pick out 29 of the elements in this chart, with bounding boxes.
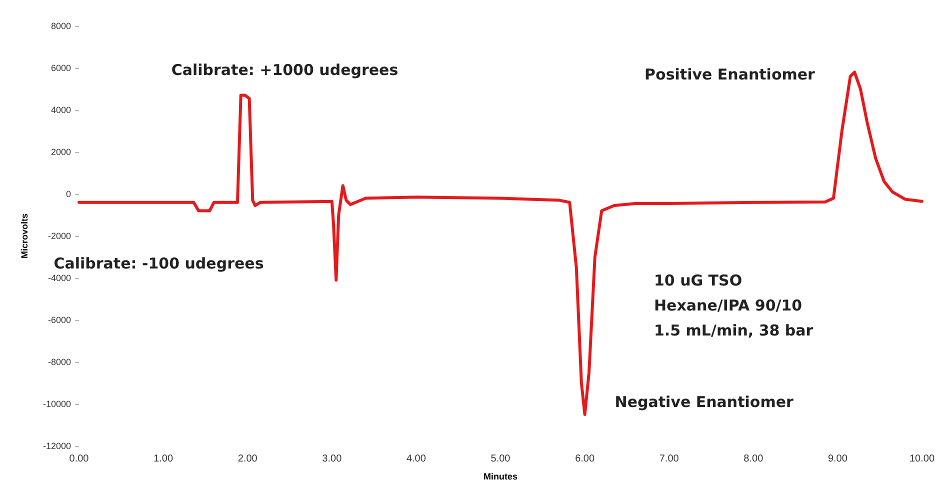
x-tick-label: 9.00 bbox=[828, 454, 848, 464]
annotation: Calibrate: -100 udegrees bbox=[54, 254, 264, 272]
annotation: Calibrate: +1000 udegrees bbox=[171, 60, 398, 79]
x-tick-label: 10.00 bbox=[909, 454, 935, 464]
x-tick-label: 7.00 bbox=[659, 454, 680, 464]
y-tick-label: -6000 bbox=[48, 315, 71, 325]
y-tick-label: -10000 bbox=[42, 399, 71, 409]
y-tick-label: -12000 bbox=[42, 441, 71, 451]
annotation: Positive Enantiomer bbox=[644, 66, 816, 84]
y-tick-label: -2000 bbox=[48, 231, 71, 241]
x-tick-label: 4.00 bbox=[406, 454, 426, 464]
x-tick-label: 1.00 bbox=[154, 454, 174, 464]
y-tick-label: -4000 bbox=[48, 273, 71, 283]
y-tick-label: 2000 bbox=[50, 147, 71, 157]
x-tick-label: 5.00 bbox=[490, 454, 511, 464]
y-tick-label: 0 bbox=[66, 189, 71, 199]
x-tick-label: 0.00 bbox=[69, 454, 90, 464]
y-tick-label: 4000 bbox=[50, 105, 71, 115]
x-tick-label: 6.00 bbox=[575, 454, 595, 464]
annotation: Negative Enantiomer bbox=[614, 393, 794, 411]
x-axis-title: Minutes bbox=[483, 472, 518, 482]
x-tick-label: 8.00 bbox=[744, 454, 764, 464]
y-axis-title: Microvolts bbox=[20, 213, 30, 259]
x-tick-label: 3.00 bbox=[322, 454, 342, 464]
y-tick-label: -8000 bbox=[48, 357, 71, 367]
y-tick-label: 6000 bbox=[50, 63, 71, 73]
x-tick-label: 2.00 bbox=[238, 454, 258, 464]
y-tick-label: 8000 bbox=[50, 21, 71, 31]
annotation: 10 uG TSO Hexane/IPA 90/10 1.5 mL/min, 38 bar bbox=[654, 272, 814, 340]
